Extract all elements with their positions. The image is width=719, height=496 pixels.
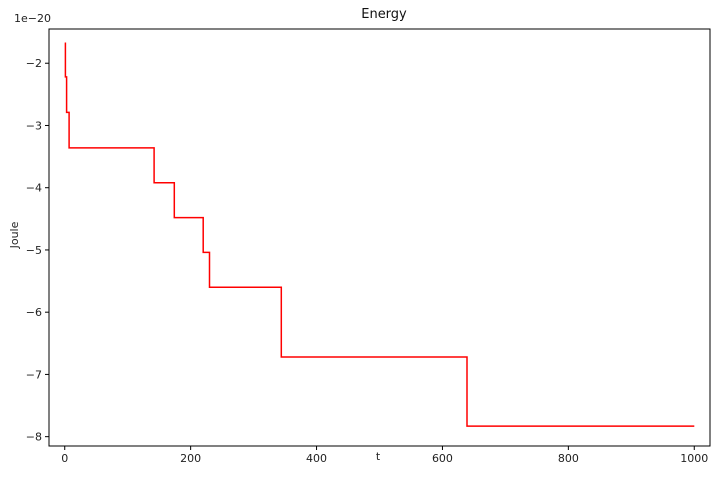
y-tick-label: −8 [26,431,42,444]
x-tick-label: 200 [180,452,201,465]
y-tick-label: −7 [26,368,42,381]
chart-title: Energy [361,7,407,22]
y-tick-label: −5 [26,244,42,257]
x-axis-label: t [376,450,381,463]
x-tick-label: 400 [306,452,327,465]
y-tick-label: −4 [26,182,42,195]
y-axis-offset-label: 1e−20 [14,12,51,25]
y-tick-label: −2 [26,57,42,70]
x-tick-label: 600 [432,452,453,465]
x-tick-label: 0 [61,452,68,465]
x-tick-label: 1000 [680,452,708,465]
energy-series-line [64,42,695,427]
y-tick-label: −6 [26,306,42,319]
y-tick-label: −3 [26,119,42,132]
plot-frame [48,28,711,447]
y-axis-label: Joule [8,221,21,249]
plot-area: 0 200 400 600 800 1000 −8 −7 −6 −5 −4 −3 −2 [26,28,711,465]
x-tick-label: 800 [558,452,579,465]
